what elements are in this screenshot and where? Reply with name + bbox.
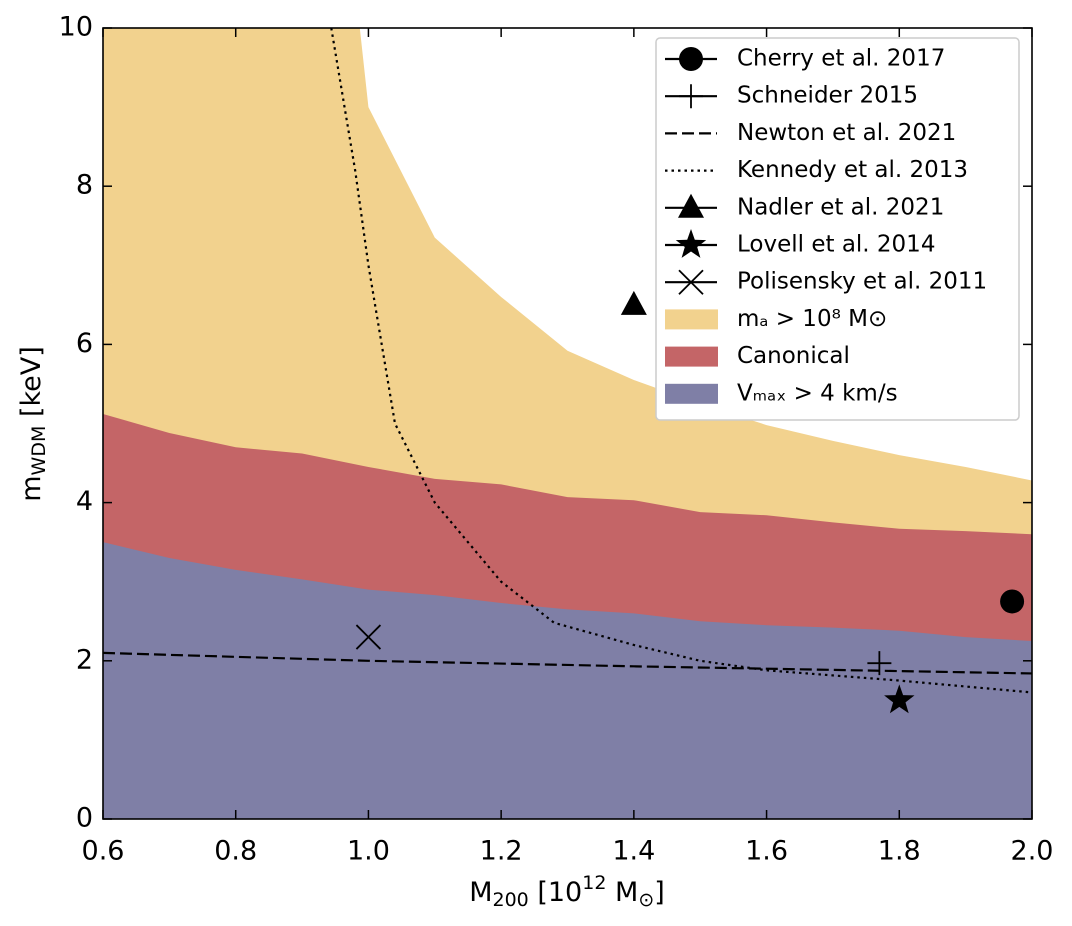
legend-label: Cherry et al. 2017	[737, 46, 945, 72]
ticks: 0.6 0.8 1.0 1.2 1.4 1.6 1.8 2.0 0 2 4 6 8 10	[59, 12, 1054, 867]
axes-frame	[102, 27, 1033, 820]
legend-label: Canonical	[737, 343, 850, 369]
line	[103, 651, 1032, 675]
legend-box	[655, 37, 1020, 421]
legend-label: Polisensky et al. 2011	[737, 269, 987, 295]
plot-area	[103, 28, 1032, 819]
legend-label: Schneider 2015	[737, 83, 918, 109]
x-tick-label: 2.0	[1011, 836, 1054, 867]
marker	[1000, 589, 1025, 614]
legend: Cherry et al. 2017 Schneider 2015 Newton e…	[655, 37, 1020, 421]
marker	[679, 84, 703, 109]
marker	[678, 269, 704, 295]
x-tick-label: 1.4	[612, 836, 655, 867]
marker	[678, 193, 704, 218]
x-tick-label: 0.6	[82, 836, 125, 867]
marker	[675, 229, 707, 258]
x-tick-label: 0.8	[214, 836, 257, 867]
y-tick-label: 0	[76, 803, 93, 834]
x-tick-label: 1.8	[878, 836, 921, 867]
y-tick-label: 6	[76, 328, 93, 359]
line	[330, 28, 1032, 694]
marker	[884, 684, 915, 714]
legend-label: Vₘₐₓ > 4 km/s	[737, 380, 898, 406]
legend-label: mₐ > 10⁸ M⊙	[737, 306, 887, 332]
x-tick-label: 1.2	[480, 836, 523, 867]
legend-label: Kennedy et al. 2013	[737, 157, 968, 183]
y-tick-label: 2	[76, 644, 93, 675]
marker	[620, 290, 647, 315]
marker	[355, 624, 382, 650]
x-tick-label: 1.6	[745, 836, 788, 867]
x-tick-label: 1.0	[347, 836, 390, 867]
marker	[679, 47, 703, 71]
y-tick-label: 8	[76, 170, 93, 201]
legend-swatch	[665, 309, 718, 330]
legend-label: Lovell et al. 2014	[737, 232, 935, 258]
legend-label: Nadler et al. 2021	[737, 194, 944, 220]
y-tick-label: 10	[59, 12, 93, 43]
y-axis-label: mWDM [keV]	[16, 346, 50, 502]
legend-swatch	[665, 383, 718, 404]
marker	[867, 651, 892, 676]
y-tick-label: 4	[76, 486, 93, 517]
x-axis-label: M200 [1012 M⊙]	[469, 872, 665, 911]
legend-swatch	[665, 346, 718, 367]
legend-label: Newton et al. 2021	[737, 120, 956, 146]
area	[103, 542, 1032, 819]
